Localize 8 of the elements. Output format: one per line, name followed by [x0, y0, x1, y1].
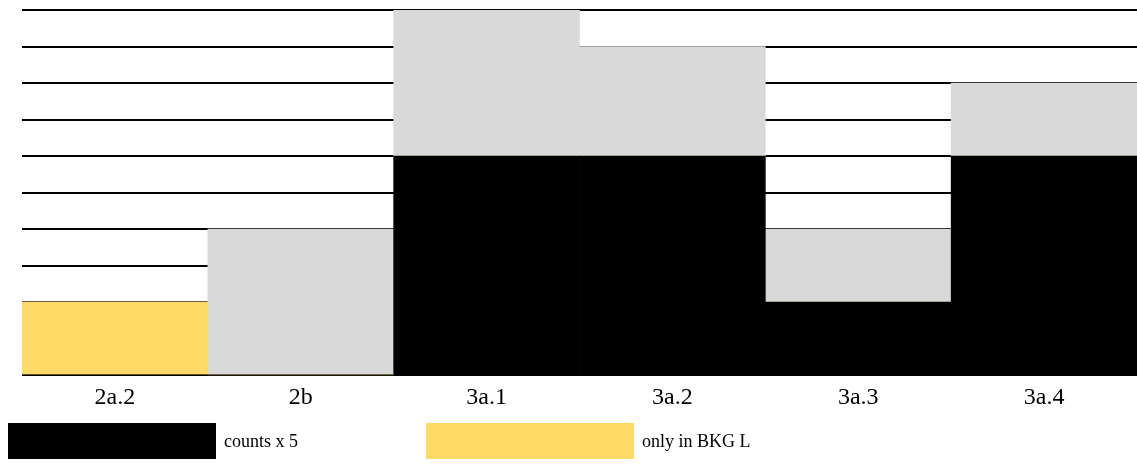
legend-label: counts x 5 — [224, 430, 298, 452]
x-tick-label: 3a.1 — [466, 382, 507, 409]
x-tick-label: 2a.2 — [94, 382, 136, 409]
legend-label: only in BKG L — [642, 430, 751, 452]
x-tick-label: 2b — [288, 382, 313, 409]
x-tick-label: 3a.3 — [837, 382, 879, 409]
x-tick-label: 3a.4 — [1023, 382, 1065, 409]
x-tick-label: 3a.2 — [652, 382, 693, 409]
